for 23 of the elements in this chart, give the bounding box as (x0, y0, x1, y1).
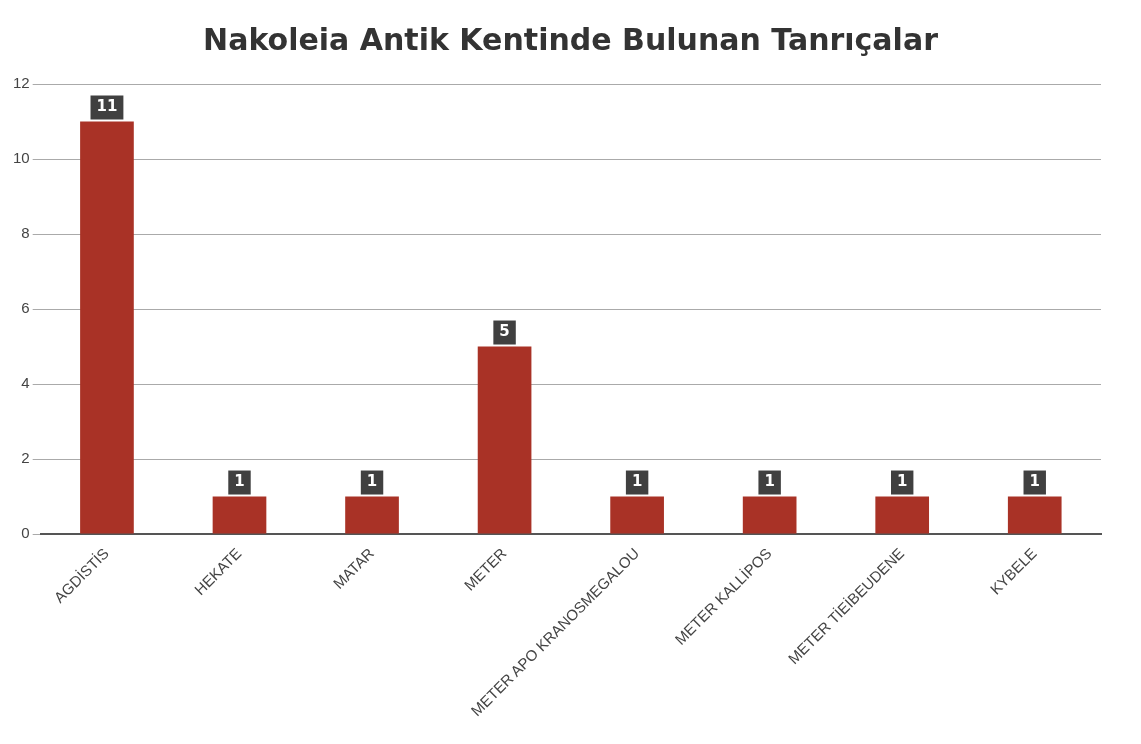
data-label: 11 (96, 97, 118, 116)
data-label: 1 (896, 472, 908, 491)
bar (477, 346, 532, 534)
y-tick-label: 4 (21, 374, 30, 392)
bar (610, 496, 664, 534)
data-label: 1 (366, 472, 378, 491)
y-tick-label: 6 (21, 299, 30, 317)
data-label: 1 (1029, 472, 1040, 491)
bar (742, 496, 797, 534)
data-label: 1 (631, 472, 643, 491)
bar (212, 496, 267, 534)
bar (1007, 496, 1062, 534)
y-tick-label: 0 (21, 524, 30, 542)
y-tick-label: 2 (21, 449, 30, 467)
y-tick-label: 12 (13, 74, 30, 92)
data-label: 5 (499, 322, 510, 341)
data-label: 1 (764, 472, 775, 491)
chart-title: Nakoleia Antik Kentinde Bulunan Tanrıçalar (202, 22, 939, 59)
y-tick-label: 10 (13, 149, 30, 167)
y-tick-label: 8 (21, 224, 30, 242)
data-label: 1 (234, 472, 245, 491)
bar (875, 496, 930, 534)
bar (345, 496, 399, 534)
